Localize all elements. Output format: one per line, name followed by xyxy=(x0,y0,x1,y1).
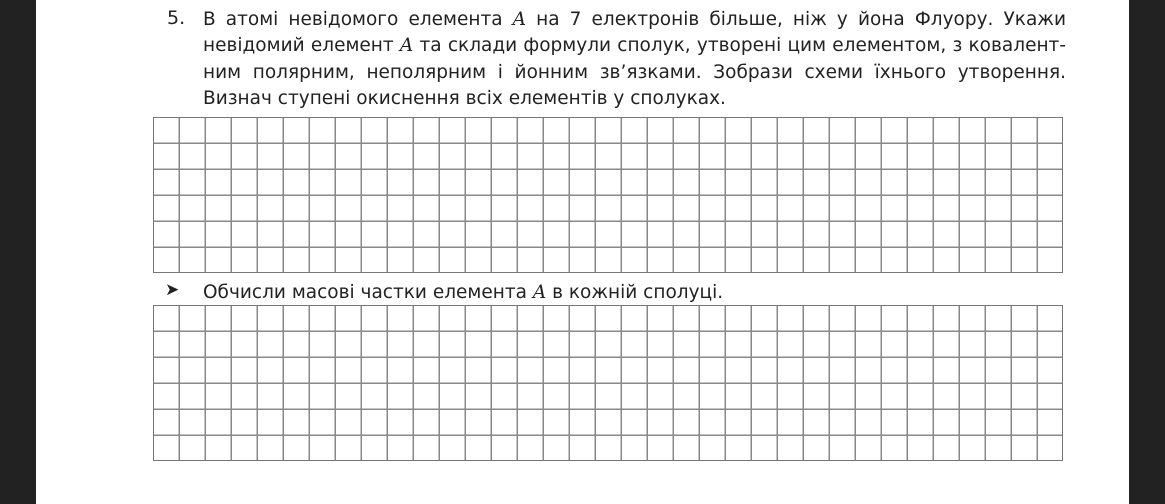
task-number: 5. xyxy=(167,7,186,29)
workbook-page: 5. В атомі невідомого елемента A на 7 ел… xyxy=(36,0,1129,504)
task-line-4: Визнач ступені окиснення всіх елементів … xyxy=(203,87,726,109)
task-line-2: невідомий елемент A та склади формули сп… xyxy=(203,35,1066,57)
task-line-3: ним полярним, неполярним і йонним зв’язк… xyxy=(203,61,1066,83)
arrowhead-bullet-icon: ➤ xyxy=(165,280,180,300)
task-line-1: В атомі невідомого елемента A на 7 елект… xyxy=(203,9,1066,30)
task-text: В атомі невідомого елемента A на 7 елект… xyxy=(203,7,1066,112)
answer-grid-1[interactable] xyxy=(153,117,1063,273)
answer-grid-2[interactable] xyxy=(153,305,1063,461)
subtask-text: Обчисли масові частки елемента A в кожні… xyxy=(203,282,724,303)
